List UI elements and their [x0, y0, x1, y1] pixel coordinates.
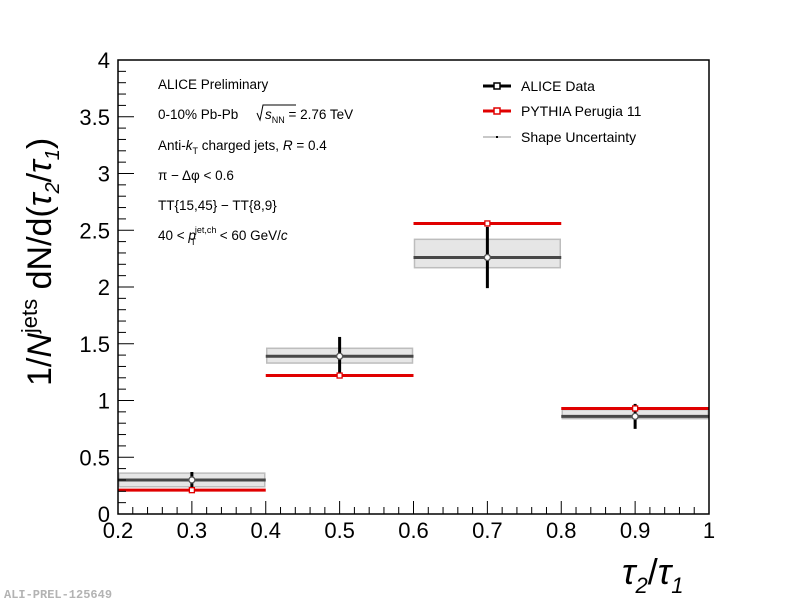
pythia-point [484, 220, 491, 227]
pythia-point [631, 405, 639, 412]
data-layer [118, 220, 709, 494]
x-tick-label: 0.7 [472, 518, 503, 543]
y-title-sub2: 2 [42, 182, 64, 194]
legend-marker-pythia-point [493, 107, 501, 115]
x-title-tau2: τ [622, 551, 638, 592]
legend-label-alice-data: ALICE Data [521, 78, 595, 94]
sqrt-icon [256, 104, 296, 122]
pythia-point [336, 372, 343, 379]
y-tick-label: 2.5 [79, 218, 110, 243]
annotation-charged-jets: charged jets, [198, 138, 283, 153]
annotation-t-subscript: T [190, 237, 196, 247]
y-tick-label: 0.5 [79, 445, 110, 470]
annotation-r: R [283, 138, 293, 153]
x-title-sub1: 1 [671, 573, 683, 598]
x-tick-label: 0.4 [250, 518, 281, 543]
y-title-close: ) [21, 138, 59, 149]
annotation-anti: Anti- [158, 138, 186, 153]
pythia-point [188, 487, 196, 494]
y-tick-label: 0 [98, 502, 110, 527]
y-title-tau1: τ [21, 158, 59, 173]
annotation-pt-high: < 60 GeV/ [216, 228, 281, 243]
annotation-energy: sNN = 2.76 TeV [265, 107, 353, 125]
x-tick-label: 0.6 [398, 518, 429, 543]
annotation-pt-low: 40 < [158, 228, 188, 243]
annotation-c: c [281, 228, 288, 243]
y-axis-title: 1/Njets dN/d(τ2/τ1) [17, 138, 64, 386]
x-tick-label: 1 [703, 518, 715, 543]
alice-data-point [335, 352, 344, 360]
annotation-pt-range: 40 < pjet,ch T < 60 GeV/c [158, 225, 288, 247]
y-tick-label: 4 [98, 48, 110, 73]
axis-ticks [117, 59, 710, 515]
x-tick-label: 0.3 [177, 518, 208, 543]
axis-tick-labels: 0.2 0.3 0.4 0.5 0.6 0.7 0.8 0.9 1 0 0.5 1 1.5 2 2.5 3 3.… [79, 48, 715, 543]
y-title-dn: dN/d( [21, 206, 59, 299]
alice-data-point [188, 476, 196, 484]
annotation-jet-definition: Anti-kT charged jets, R = 0.4 [158, 138, 327, 156]
annotation-k-subscript: T [193, 146, 199, 156]
shape-uncertainty-layer [118, 238, 709, 488]
y-tick-label: 3.5 [79, 105, 110, 130]
legend-marker-shape-uncertainty-dot [496, 136, 498, 138]
legend: ALICE Data PYTHIA Perugia 11 Shape Uncer… [483, 78, 642, 145]
alice-data-point [483, 253, 492, 262]
annotations: ALICE Preliminary 0-10% Pb-Pb sNN = 2.76… [158, 77, 353, 247]
preliminary-tag: ALI-PREL-125649 [4, 588, 112, 602]
annotation-alice-preliminary: ALICE Preliminary [158, 77, 269, 92]
alice-data-point [631, 412, 639, 421]
x-tick-label: 0.2 [103, 518, 134, 543]
annotation-trigger-tracks: TT{15,45} − TT{8,9} [158, 198, 277, 213]
y-title-n: N [21, 333, 59, 358]
y-tick-label: 2 [98, 275, 110, 300]
annotation-p: p [187, 228, 196, 243]
y-title-jets-superscript: jets [17, 299, 42, 334]
x-tick-label: 0.8 [546, 518, 577, 543]
legend-label-pythia: PYTHIA Perugia 11 [521, 103, 642, 119]
x-title-slash: / [648, 551, 658, 592]
annotation-r-value: = 0.4 [293, 138, 328, 153]
legend-marker-alice-data-point [493, 82, 501, 90]
y-title-sub1: 1 [42, 149, 64, 160]
annotation-nn-subscript: NN [272, 115, 285, 125]
x-tick-label: 0.9 [620, 518, 651, 543]
annotation-collision-pre: 0-10% Pb-Pb [158, 107, 238, 122]
y-title-slash: / [21, 172, 59, 182]
annotation-sqrt-s: s [265, 107, 272, 122]
annotation-energy-value: = 2.76 TeV [285, 107, 353, 122]
x-axis-title: τ2/τ1 [622, 551, 683, 598]
x-tick-label: 0.5 [324, 518, 355, 543]
x-title-sub2: 2 [634, 573, 647, 598]
x-title-tau1: τ [658, 551, 674, 592]
annotation-k: k [186, 138, 194, 153]
y-tick-label: 1.5 [79, 332, 110, 357]
y-tick-label: 3 [98, 162, 110, 187]
legend-label-shape-uncertainty: Shape Uncertainty [521, 129, 636, 145]
annotation-collision-system: 0-10% Pb-Pb [158, 107, 238, 122]
y-title-tau2: τ [21, 191, 59, 206]
y-title-prefix: 1/ [21, 357, 59, 386]
y-tick-label: 1 [98, 389, 110, 414]
annotation-delta-phi: π − Δφ < 0.6 [158, 168, 234, 183]
annotation-jetch-superscript: jet,ch [194, 225, 217, 235]
